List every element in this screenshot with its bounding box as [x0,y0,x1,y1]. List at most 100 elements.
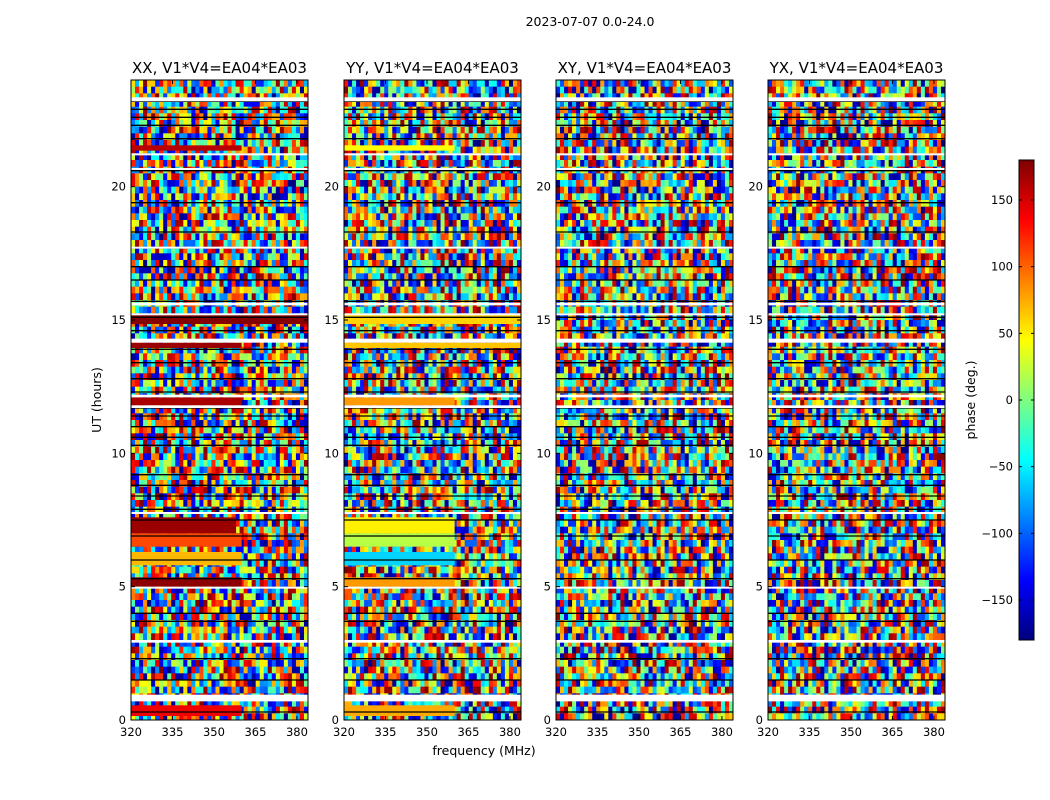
phase-cell [167,613,172,621]
phase-cell [259,406,265,414]
phase-cell [159,700,164,708]
phase-cell [147,586,152,594]
phase-cell [139,266,144,274]
phase-cell [155,173,160,181]
phase-cell [295,533,301,541]
phase-cell [444,93,450,101]
phase-cell [159,180,164,188]
phase-cell [183,440,188,448]
phase-cell [251,186,257,194]
phase-cell [195,220,200,228]
phase-cell [203,353,209,361]
phase-cell [432,173,438,181]
phase-cell [424,86,430,94]
phase-cell [283,173,289,181]
phase-cell [243,500,249,508]
phase-cell [171,280,176,288]
coherent-band [131,517,237,534]
phase-cell [227,120,233,128]
phase-cell [195,93,200,101]
phase-cell [171,420,176,428]
phase-cell [175,453,180,461]
phase-cell [179,480,184,488]
phase-cell [452,100,458,108]
phase-cell [235,133,241,141]
phase-cell [275,120,281,128]
phase-cell [247,286,253,294]
phase-cell [131,453,136,461]
phase-cell [171,680,176,688]
phase-cell [283,580,289,588]
phase-cell [508,93,514,101]
phase-cell [131,600,136,608]
phase-cell [195,593,200,601]
phase-cell [207,220,213,228]
phase-cell [231,266,237,274]
phase-cell [492,80,498,88]
phase-cell [147,466,152,474]
phase-cell [512,93,518,101]
phase-cell [139,160,144,168]
phase-cell [135,453,140,461]
phase-cell [187,413,192,421]
phase-cell [372,86,377,94]
phase-cell [235,620,241,628]
phase-cell [247,180,253,188]
phase-cell [211,606,217,614]
phase-cell [179,200,184,208]
phase-cell [131,700,136,708]
phase-cell [139,586,144,594]
phase-cell [364,180,369,188]
flagged-row [131,512,308,514]
phase-cell [135,366,140,374]
phase-cell [227,446,233,454]
phase-cell [299,686,305,694]
phase-cell [259,440,265,448]
phase-cell [231,306,237,314]
phase-cell [223,153,229,161]
phase-cell [231,346,237,354]
phase-cell [251,360,257,368]
phase-cell [299,346,305,354]
phase-cell [291,140,297,148]
phase-cell [227,160,233,168]
phase-cell [207,513,213,521]
phase-cell [179,86,184,94]
phase-cell [299,453,305,461]
phase-cell [235,333,241,341]
phase-cell [476,140,482,148]
phase-cell [175,666,180,674]
phase-cell [139,126,144,134]
phase-cell [508,160,514,168]
phase-cell [207,473,213,481]
phase-cell [223,620,229,628]
phase-cell [251,380,257,388]
phase-cell [155,686,160,694]
phase-cell [275,540,281,548]
phase-cell [159,273,164,281]
phase-cell [303,500,308,508]
phase-cell [227,593,233,601]
phase-cell [195,193,200,201]
phase-cell [187,160,192,168]
phase-cell [187,86,192,94]
phase-cell [235,80,241,88]
phase-cell [215,333,221,341]
phase-cell [492,93,498,101]
phase-cell [271,220,277,228]
phase-cell [239,173,245,181]
phase-cell [263,226,269,234]
phase-cell [295,500,301,508]
phase-cell [175,506,180,514]
phase-cell [239,580,245,588]
phase-cell [488,160,494,168]
phase-cell [267,140,273,148]
phase-cell [199,640,205,648]
phase-cell [219,453,225,461]
phase-cell [291,620,297,628]
phase-cell [255,360,261,368]
phase-cell [356,86,361,94]
phase-cell [440,120,446,128]
phase-cell [259,360,265,368]
phase-cell [235,666,241,674]
